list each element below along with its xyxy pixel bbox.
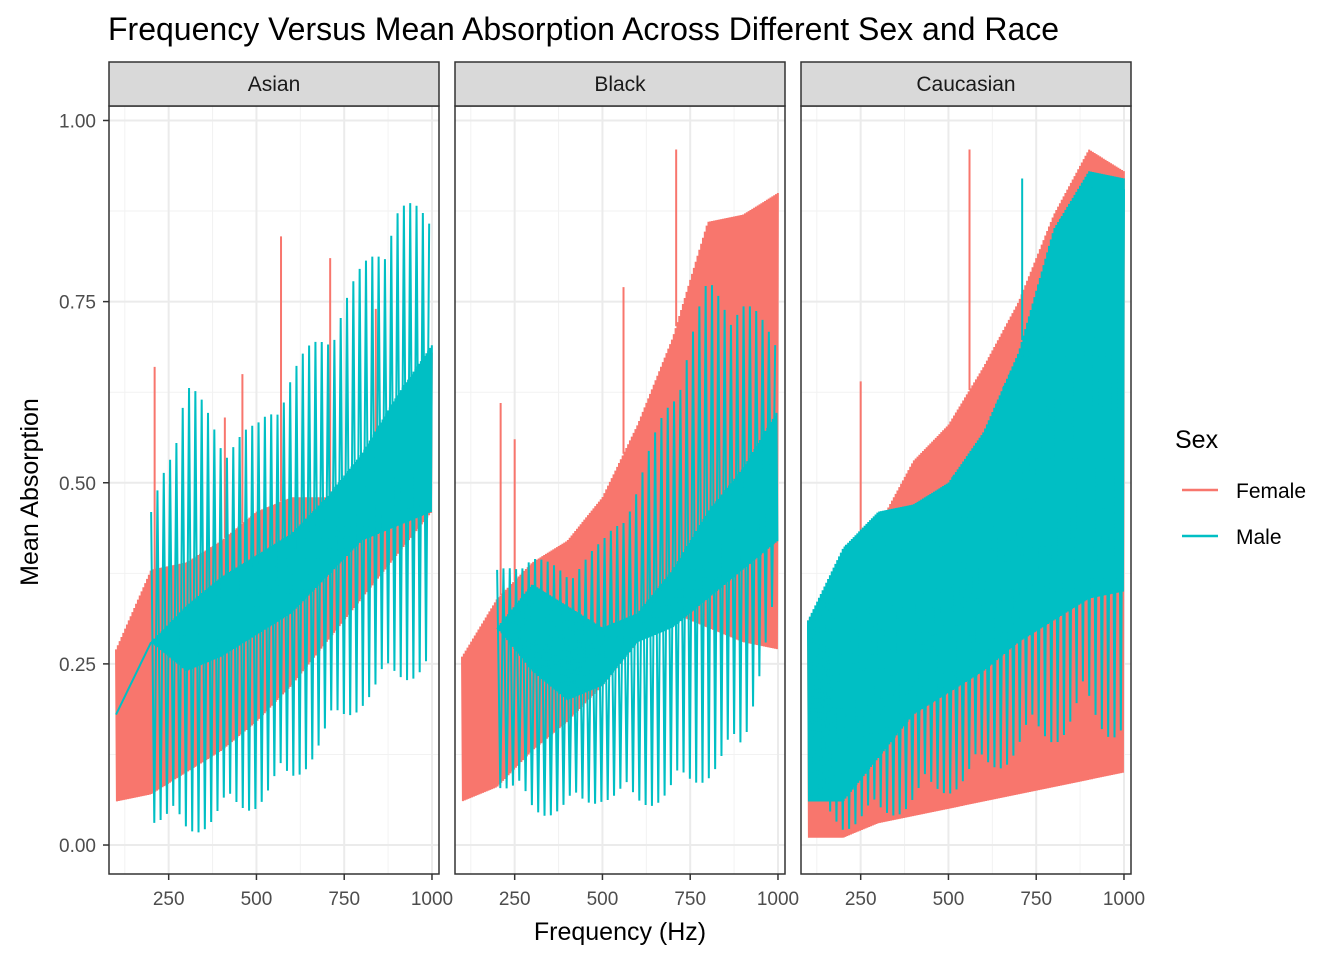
y-tick-label: 0.75 — [59, 293, 96, 314]
x-tick-label: 750 — [1020, 889, 1052, 910]
legend-label-male: Male — [1236, 526, 1282, 549]
y-axis-title: Mean Absorption — [16, 398, 44, 586]
x-tick-label: 250 — [153, 889, 185, 910]
x-tick-label: 1000 — [757, 889, 799, 910]
x-tick-label: 750 — [674, 889, 706, 910]
legend-title: Sex — [1175, 426, 1219, 454]
facet-panel-asian: Asian 250 500 750 1000 — [108, 61, 453, 910]
legend: Sex Female Male — [1175, 426, 1306, 549]
facet-strip-label: Caucasian — [916, 73, 1015, 96]
panel-data — [807, 149, 1125, 838]
x-axis-title: Frequency (Hz) — [534, 918, 706, 946]
y-tick-label: 0.25 — [59, 655, 96, 676]
series-line-male-black-excursions — [496, 285, 777, 816]
y-tick-label: 0.00 — [59, 836, 96, 857]
panel-data — [461, 149, 779, 816]
facet-panel-caucasian: Caucasian 250 500 750 1000 — [800, 61, 1145, 910]
facet-strip — [108, 61, 440, 107]
facet-strip — [454, 61, 786, 107]
chart-title: Frequency Versus Mean Absorption Across … — [108, 11, 1059, 47]
x-tick-label: 250 — [845, 889, 877, 910]
facet-panel-black: Black 250 500 750 1000 — [454, 61, 799, 910]
legend-label-female: Female — [1236, 480, 1306, 503]
facet-strip-label: Black — [594, 73, 646, 96]
facet-strip-label: Asian — [248, 73, 301, 96]
x-tick-label: 500 — [241, 889, 273, 910]
x-tick-label: 750 — [328, 889, 360, 910]
x-tick-label: 500 — [933, 889, 965, 910]
x-tick-label: 500 — [587, 889, 619, 910]
legend-entries: Female Male — [1182, 480, 1306, 549]
y-tick-label: 0.50 — [59, 474, 96, 495]
x-tick-label: 1000 — [1103, 889, 1145, 910]
facet-strip — [800, 61, 1132, 107]
panel-data — [115, 203, 433, 833]
x-tick-label: 250 — [499, 889, 531, 910]
x-tick-label: 1000 — [411, 889, 453, 910]
series-line-male-caucasian-excursions — [807, 175, 1125, 830]
series-line-male-caucasian — [807, 171, 1125, 802]
series-line-male-asian-excursions — [150, 203, 431, 833]
y-tick-label: 1.00 — [59, 111, 96, 132]
